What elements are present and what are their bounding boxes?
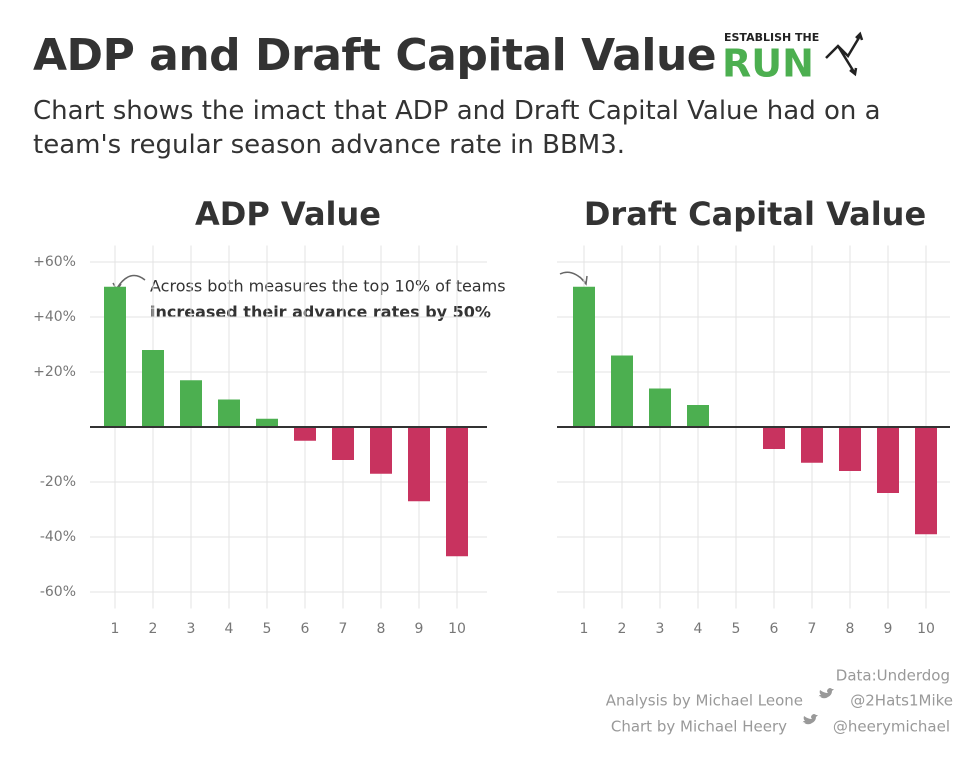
x-tick-label: 2 [618, 621, 627, 637]
x-tick-label: 10 [917, 621, 935, 637]
credit: Chart by Michael Heery [611, 718, 787, 736]
x-tick-label: 8 [846, 621, 855, 637]
panel-title: Draft Capital Value [584, 195, 926, 233]
x-tick-label: 6 [770, 621, 779, 637]
x-tick-label: 5 [263, 621, 272, 637]
credit: Data:Underdog [836, 667, 950, 685]
bar [294, 427, 316, 441]
bar [763, 427, 785, 449]
x-tick-label: 7 [808, 621, 817, 637]
x-tick-label: 4 [694, 621, 703, 637]
x-tick-label: 1 [111, 621, 120, 637]
panel-title: ADP Value [195, 195, 381, 233]
logo-main: RUN [722, 42, 814, 86]
bar [611, 355, 633, 427]
logo-arrows [825, 31, 864, 77]
bar [104, 286, 126, 427]
logo-top: ESTABLISH THE [724, 31, 819, 44]
annotation: increased their advance rates by 50% [150, 303, 491, 322]
bar [180, 380, 202, 427]
x-tick-label: 9 [415, 621, 424, 637]
bar [839, 427, 861, 471]
credit: Analysis by Michael Leone [606, 692, 803, 710]
y-tick-label: +60% [33, 254, 76, 270]
x-tick-label: 3 [656, 621, 665, 637]
twitter-icon [818, 688, 834, 699]
credit-handle: @heerymichael [833, 718, 950, 736]
y-tick-label: -40% [40, 529, 76, 545]
x-tick-label: 6 [301, 621, 310, 637]
x-tick-label: 7 [339, 621, 348, 637]
bar [687, 405, 709, 427]
bar [370, 427, 392, 474]
annotation: Across both measures the top 10% of team… [150, 277, 506, 296]
bar [142, 350, 164, 427]
bar [915, 427, 937, 535]
y-tick-label: +40% [33, 309, 76, 325]
x-tick-label: 9 [884, 621, 893, 637]
x-tick-label: 3 [187, 621, 196, 637]
x-tick-label: 4 [225, 621, 234, 637]
bar [256, 418, 278, 427]
credit-handle: @2Hats1Mike [850, 692, 953, 710]
bar [446, 427, 468, 557]
bar [877, 427, 899, 493]
bar [332, 427, 354, 460]
annotation-arrow [559, 271, 588, 286]
bar [573, 286, 595, 427]
x-tick-label: 2 [149, 621, 158, 637]
x-tick-label: 1 [580, 621, 589, 637]
title: ADP and Draft Capital Value [33, 30, 717, 81]
y-tick-label: -60% [40, 584, 76, 600]
bar [408, 427, 430, 502]
twitter-icon [802, 714, 818, 725]
y-tick-label: +20% [33, 364, 76, 380]
x-tick-label: 10 [448, 621, 466, 637]
subtitle: Chart shows the imact that ADP and Draft… [33, 96, 881, 160]
y-tick-label: -20% [40, 474, 76, 490]
x-tick-label: 8 [377, 621, 386, 637]
x-tick-label: 5 [732, 621, 741, 637]
bar [801, 427, 823, 463]
bar [218, 399, 240, 427]
bar [649, 388, 671, 427]
